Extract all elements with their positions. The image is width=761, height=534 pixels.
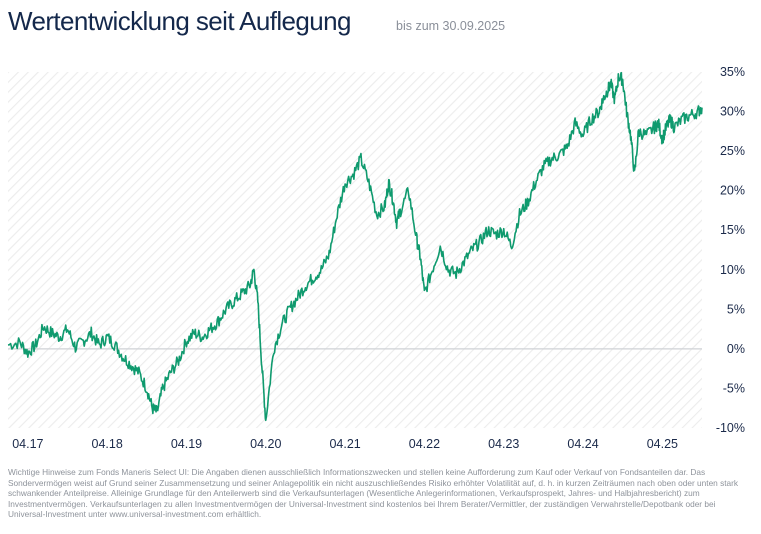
y-tick-label: 35% [720, 65, 745, 79]
x-tick-label: 04.25 [647, 437, 678, 451]
y-tick-label: -10% [716, 421, 745, 435]
x-tick-label: 04.23 [488, 437, 519, 451]
y-tick-label: 5% [727, 302, 745, 316]
y-tick-label: 15% [720, 223, 745, 237]
y-tick-label: 20% [720, 184, 745, 198]
x-tick-label: 04.20 [250, 437, 281, 451]
x-tick-label: 04.24 [567, 437, 598, 451]
x-tick-label: 04.22 [409, 437, 440, 451]
disclaimer-text: Wichtige Hinweise zum Fonds Maneris Sele… [8, 467, 739, 520]
y-tick-label: 0% [727, 342, 745, 356]
plot-background [8, 72, 702, 428]
y-tick-label: 10% [720, 263, 745, 277]
as-of-date: bis zum 30.09.2025 [396, 19, 506, 33]
x-tick-label: 04.18 [92, 437, 123, 451]
y-tick-label: 30% [720, 105, 745, 119]
y-tick-label: -5% [723, 381, 745, 395]
x-tick-label: 04.19 [171, 437, 202, 451]
series-line-fund [7, 71, 703, 422]
x-tick-label: 04.17 [12, 437, 43, 451]
x-tick-label: 04.21 [329, 437, 360, 451]
performance-chart: 35% 30% 25% 20% 15% 10% 5% 0% -5% -10% 04.17 04.18… [7, 65, 745, 451]
page-title: Wertentwicklung seit Auflegung [8, 6, 351, 36]
y-tick-label: 25% [720, 144, 745, 158]
